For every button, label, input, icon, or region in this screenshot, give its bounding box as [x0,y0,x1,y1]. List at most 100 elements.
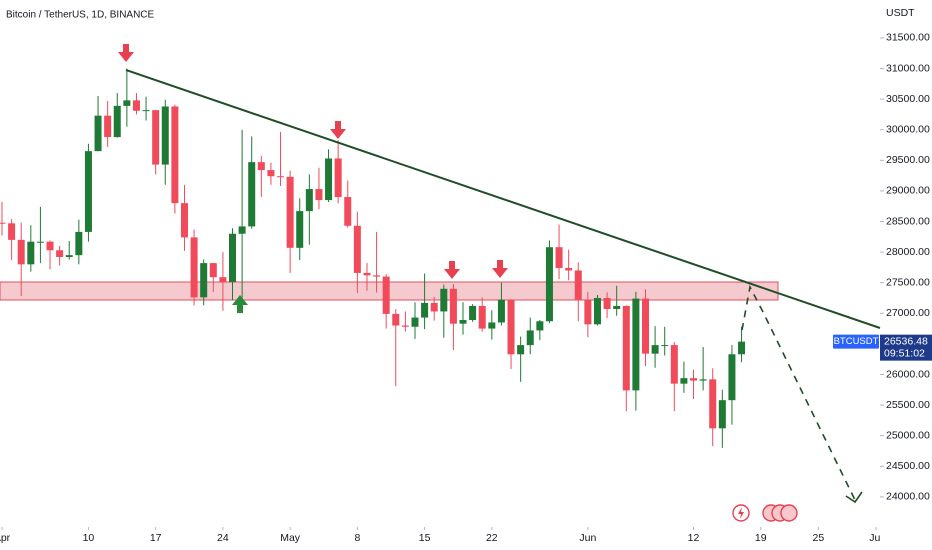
candle-body [449,288,457,324]
candle-body [152,110,160,165]
y-tick-label: 30000.00 [886,124,930,136]
candle-body [94,115,102,152]
symbol-badge [833,334,879,349]
candle-body [661,345,669,347]
candle-body [334,158,342,198]
candles [0,68,746,448]
candle-body [651,345,659,354]
up-arrow [232,295,248,313]
candle-body [670,345,678,384]
candle-body [718,400,726,429]
down-arrow [118,44,134,62]
x-tick-label: Apr [0,532,11,544]
candle-body [75,231,83,256]
down-arrow [444,261,460,279]
drawings [118,44,881,522]
candle-body [728,354,736,401]
x-tick-label: 15 [419,532,431,544]
candle-body [709,379,717,429]
x-tick-label: 12 [688,532,700,544]
candle-body [622,305,630,391]
candle-body [132,100,140,111]
chart-title: Bitcoin / TetherUS, 1D, BINANCE [6,10,155,21]
candle-body [738,341,746,355]
y-tick-label: 27500.00 [886,276,930,288]
candle-body [603,297,611,310]
candle-body [440,288,448,312]
down-arrow [492,260,508,278]
projection-path [741,284,856,501]
candle-body [200,263,208,298]
y-axis-label: USDT [886,7,915,19]
projection-arrowhead [845,491,863,504]
candle-body [565,268,573,271]
down-arrows [118,44,508,279]
candle-body [536,321,544,331]
x-tick-label: 24 [217,532,229,544]
candle-body [632,298,640,391]
candle-body [267,170,275,177]
candle-body [248,162,256,227]
candle-body [574,270,582,301]
candle-body [46,241,54,251]
down-arrow [330,121,346,139]
x-axis: Apr 10 17 24 May 8 15 22 Jun 12 19 25 Jul [0,527,882,544]
candle-body [209,263,217,278]
candle-body [430,302,438,312]
candle-body [104,115,112,138]
candle-body [305,189,313,212]
y-tick-label: 24000.00 [886,491,930,503]
last-price: 26536.48 [884,335,928,347]
candle-body [36,241,44,243]
candle-body [180,203,188,238]
event-icons [732,504,798,522]
candle-body [325,158,333,201]
candle-body [17,239,25,265]
candle-body [65,255,73,257]
x-tick-label: 25 [813,532,825,544]
y-tick-label: 24500.00 [886,460,930,472]
candle-body [142,110,150,112]
candle-body [161,106,169,165]
candle-body [56,250,64,257]
candle-body [401,325,409,327]
candle-body [392,313,400,326]
y-tick-label: 28500.00 [886,215,930,227]
x-tick-label: Jul [869,532,882,544]
candle-body [593,297,601,325]
candle-body [641,298,649,354]
y-tick-label: 27000.00 [886,307,930,319]
candle-body [421,302,429,318]
y-tick-label: 31500.00 [886,32,930,44]
y-tick-label: 31000.00 [886,62,930,74]
candle-body [478,305,486,329]
candle-body [526,330,534,346]
candle-body [229,233,237,283]
candle-body [382,276,390,314]
candle-body [8,223,16,240]
y-tick-label: 25000.00 [886,429,930,441]
candle-body [286,176,294,248]
candle-body [488,322,496,329]
price-badge [880,334,932,361]
x-tick-label: 8 [354,532,360,544]
y-axis: 24000.00 24500.00 25000.00 25500.00 26000.00… [833,32,932,503]
candle-body [296,211,304,248]
candle-body [113,105,121,138]
candle-body [190,237,198,298]
x-tick-label: 10 [83,532,95,544]
countdown: 09:51:02 [884,347,925,359]
y-tick-label: 28000.00 [886,246,930,258]
candle-body [517,345,525,355]
candle-body [219,277,227,283]
symbol-label: BTCUSDT [834,336,879,347]
candle-body [353,225,361,273]
candle-body [238,226,246,234]
y-tick-label: 29000.00 [886,185,930,197]
y-tick-label: 26000.00 [886,368,930,380]
candle-body [699,379,707,381]
event-icon-glyph [738,507,744,519]
candle-body [507,299,515,355]
